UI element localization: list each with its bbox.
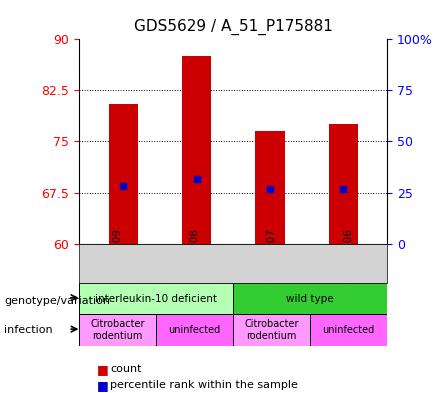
- Bar: [329, 125, 358, 244]
- Bar: [255, 131, 285, 244]
- Text: wild type: wild type: [286, 294, 334, 304]
- Text: uninfected: uninfected: [323, 325, 375, 335]
- Text: interleukin-10 deficient: interleukin-10 deficient: [95, 294, 217, 304]
- Text: GSM1346306: GSM1346306: [344, 228, 354, 298]
- Bar: [310, 314, 387, 346]
- Text: Citrobacter
rodentium: Citrobacter rodentium: [245, 320, 299, 341]
- Bar: [109, 104, 138, 244]
- Text: infection: infection: [4, 325, 53, 335]
- Bar: [182, 56, 211, 244]
- Text: uninfected: uninfected: [169, 325, 221, 335]
- Bar: [233, 314, 310, 346]
- Bar: [233, 283, 387, 314]
- Text: percentile rank within the sample: percentile rank within the sample: [110, 380, 298, 390]
- Text: GSM1346309: GSM1346309: [113, 228, 123, 298]
- Text: ■: ■: [97, 363, 109, 376]
- Bar: [79, 283, 233, 314]
- Bar: [79, 314, 156, 346]
- Bar: [156, 314, 233, 346]
- Title: GDS5629 / A_51_P175881: GDS5629 / A_51_P175881: [134, 19, 333, 35]
- Text: count: count: [110, 364, 142, 375]
- Text: GSM1346308: GSM1346308: [190, 228, 200, 298]
- Text: GSM1346307: GSM1346307: [267, 228, 277, 298]
- Text: ■: ■: [97, 378, 109, 392]
- Text: Citrobacter
rodentium: Citrobacter rodentium: [91, 320, 145, 341]
- Text: genotype/variation: genotype/variation: [4, 296, 110, 306]
